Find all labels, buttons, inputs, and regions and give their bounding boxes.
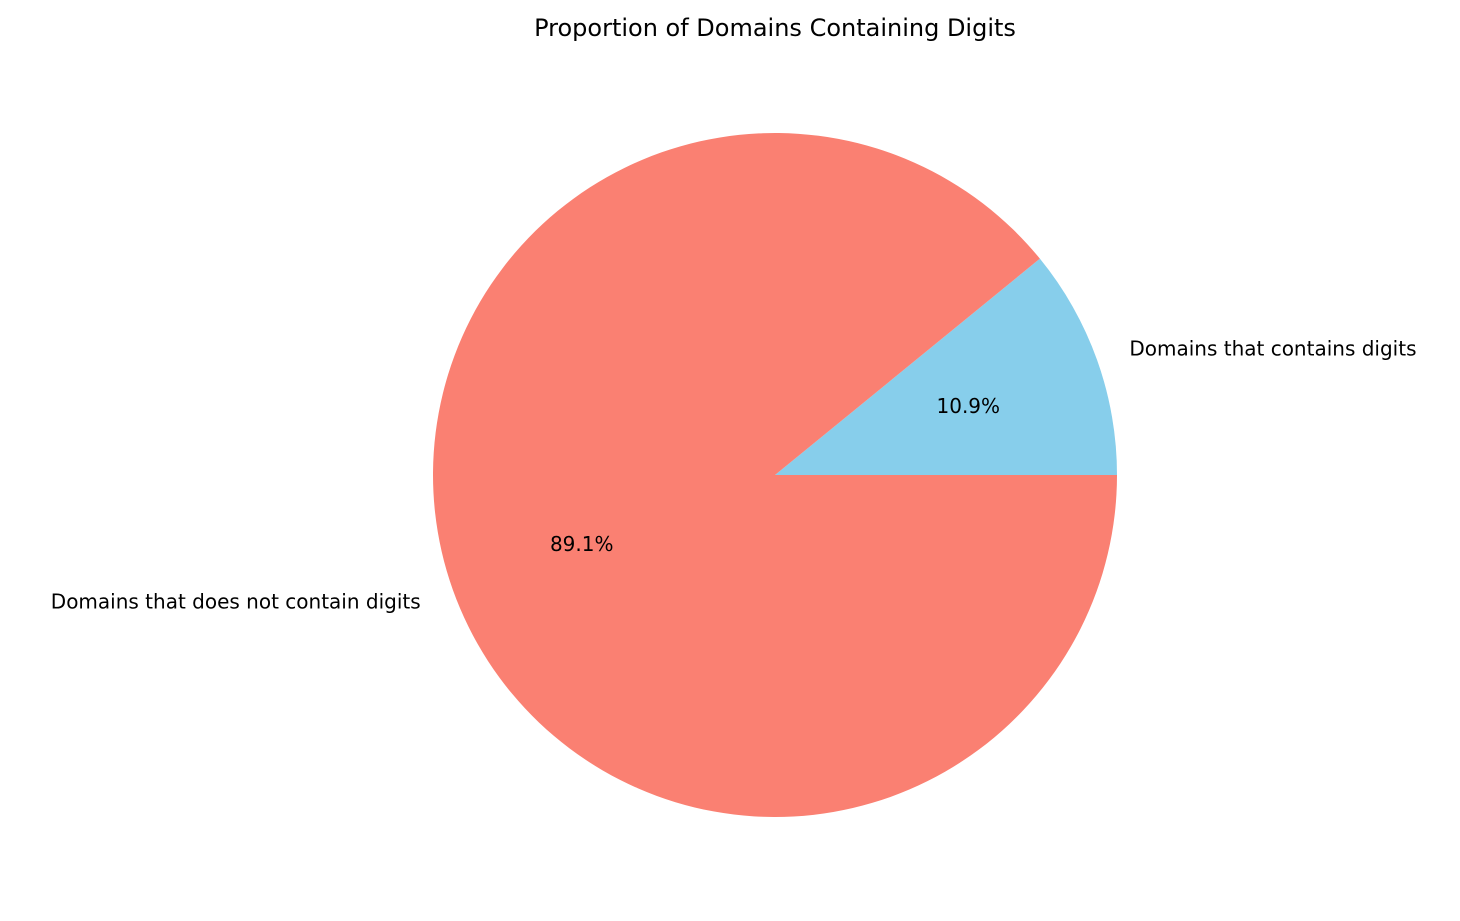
pie-slice-1 [433, 133, 1117, 818]
pie-labels: 10.9% Domains that contains digits 89.1% Do… [51, 337, 1417, 614]
pie-slice-0 [775, 258, 1117, 475]
chart-title: Proportion of Domains Containing Digits [534, 14, 1016, 42]
pie-category-label-0: Domains that contains digits [1129, 337, 1416, 361]
pie-slices [433, 133, 1117, 818]
pie-percent-label-1: 89.1% [550, 532, 614, 556]
pie-category-label-1: Domains that does not contain digits [51, 589, 421, 613]
pie-percent-label-0: 10.9% [937, 394, 1001, 418]
